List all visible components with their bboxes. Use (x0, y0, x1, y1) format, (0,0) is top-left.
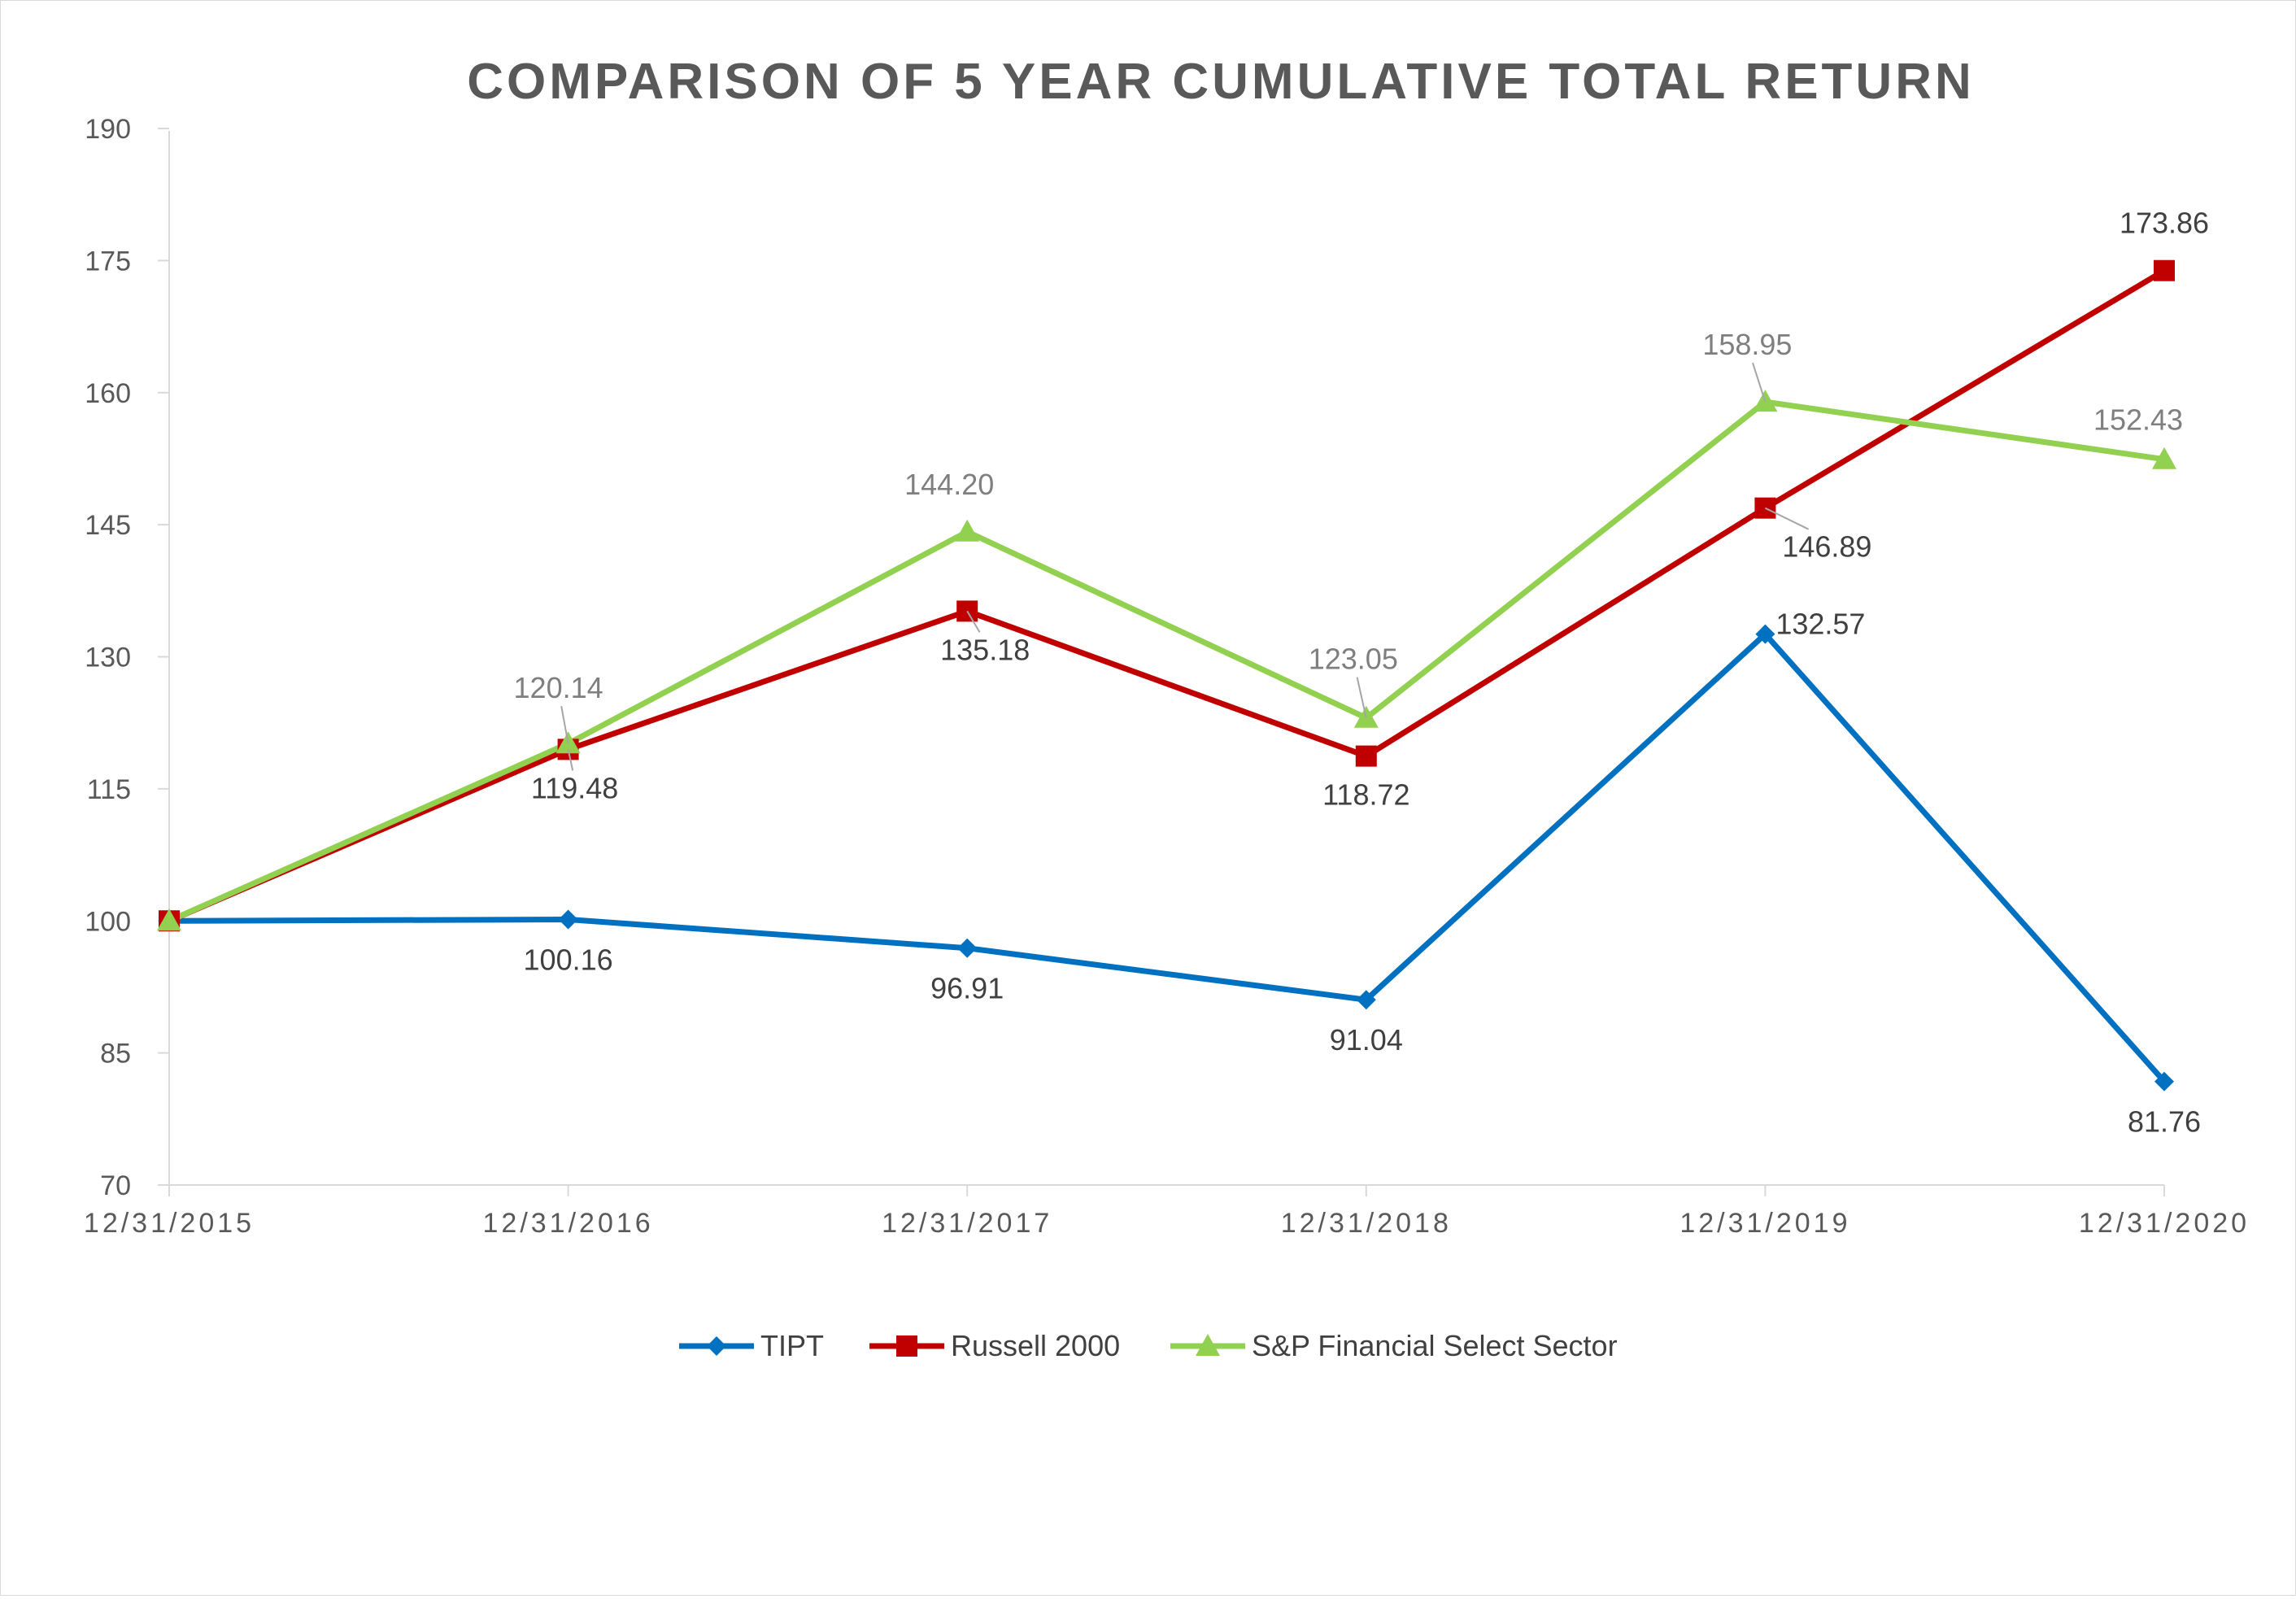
x-tick-label: 12/31/2017 (882, 1208, 1052, 1239)
data-point-sp-financial (2152, 447, 2176, 469)
data-label: 146.89 (1782, 530, 1871, 564)
data-label: 120.14 (514, 671, 603, 704)
legend-marker-triangle (1196, 1334, 1220, 1356)
y-tick-label: 175 (85, 246, 131, 277)
y-tick-label: 100 (85, 906, 131, 937)
data-label: 135.18 (940, 633, 1030, 666)
legend-label: S&P Financial Select Sector (1252, 1329, 1618, 1362)
legend-label: TIPT (760, 1329, 824, 1362)
data-label: 144.20 (904, 468, 994, 501)
series-line-1 (168, 268, 2166, 924)
data-point-tipt (2154, 1071, 2174, 1091)
data-label: 119.48 (531, 771, 618, 804)
data-point-russell-2000 (2154, 259, 2175, 281)
y-tick-label: 85 (100, 1039, 131, 1070)
x-tick-label: 12/31/2016 (483, 1208, 654, 1239)
x-tick-label: 12/31/2020 (2079, 1208, 2250, 1239)
data-point-tipt (558, 909, 578, 930)
x-tick-label: 12/31/2018 (1281, 1208, 1452, 1239)
data-point-sp-financial (955, 519, 980, 542)
data-label: 96.91 (930, 972, 1004, 1005)
label-leader-line (567, 749, 574, 771)
y-tick-label: 160 (85, 378, 131, 409)
y-tick-label: 115 (87, 774, 131, 805)
chart-title: COMPARISON OF 5 YEAR CUMULATIVE TOTAL RE… (467, 54, 1975, 110)
label-leader-line (1752, 362, 1767, 403)
label-leader-line (1356, 677, 1367, 718)
data-label: 123.05 (1309, 643, 1398, 676)
data-label: 91.04 (1330, 1023, 1403, 1057)
data-label: 173.86 (2120, 207, 2209, 240)
y-tick-label: 130 (85, 643, 131, 673)
data-label: 152.43 (2093, 403, 2183, 437)
data-label: 100.16 (524, 943, 613, 977)
data-label: 118.72 (1322, 778, 1409, 812)
legend-marker-square (896, 1335, 917, 1357)
y-tick-label: 145 (85, 510, 131, 541)
series-line-0 (168, 631, 2167, 1084)
data-label: 132.57 (1775, 608, 1865, 641)
data-point-sp-financial (157, 908, 181, 931)
legend-label: Russell 2000 (951, 1329, 1120, 1362)
x-tick-label: 12/31/2019 (1680, 1208, 1850, 1239)
label-leader-line (966, 610, 981, 633)
legend-marker-diamond (707, 1336, 726, 1356)
series-line-2 (168, 399, 2165, 924)
data-label: 81.76 (2128, 1105, 2201, 1139)
data-point-russell-2000 (1355, 745, 1377, 767)
data-point-tipt (957, 938, 978, 958)
y-tick-label: 70 (100, 1170, 131, 1201)
label-leader-line (560, 706, 569, 744)
data-point-tipt (1755, 624, 1775, 644)
x-tick-label: 12/31/2015 (84, 1208, 255, 1239)
data-label: 158.95 (1702, 328, 1792, 361)
y-tick-label: 190 (85, 114, 131, 145)
data-point-tipt (1356, 990, 1376, 1010)
label-leader-line (1764, 507, 1810, 530)
